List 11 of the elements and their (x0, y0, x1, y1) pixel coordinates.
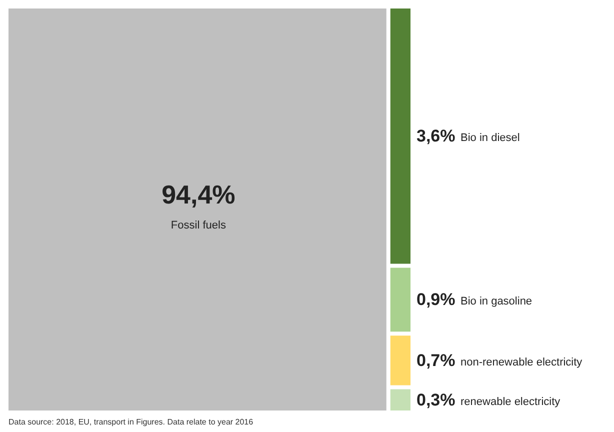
data-label: 0,9% (416, 290, 456, 310)
category-label: renewable electricity (460, 396, 561, 408)
category-label: Bio in diesel (460, 132, 520, 144)
data-label: 3,6% (416, 126, 456, 146)
category-label: non-renewable electricity (460, 356, 583, 368)
category-label: Fossil fuels (170, 220, 226, 232)
data-label: 0,3% (416, 390, 456, 410)
category-label: Bio in gasoline (460, 296, 532, 308)
source-note: Data source: 2018, EU, transport in Figures. Data relate to year 2016 (8, 418, 254, 426)
data-label: 0,7% (416, 350, 456, 370)
data-label: 94,4% (162, 180, 236, 210)
